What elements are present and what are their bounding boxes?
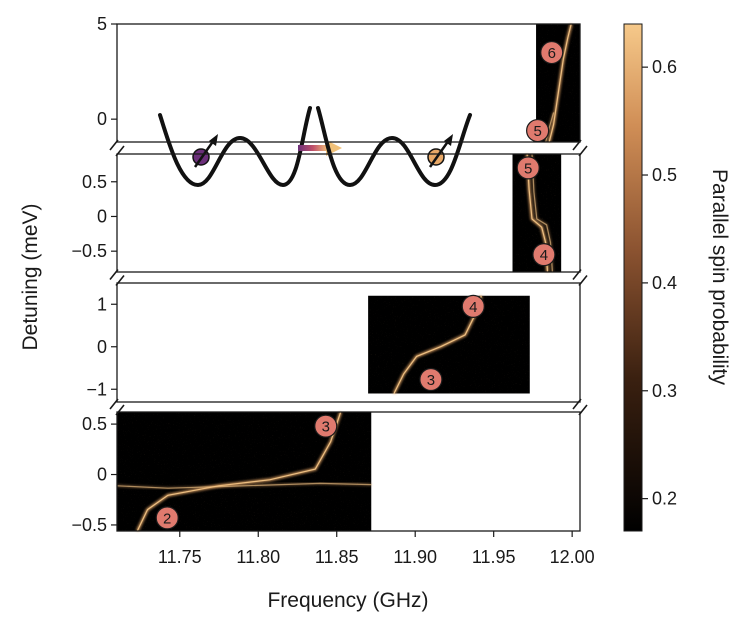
colorbar-tick-label: 0.4 [652,273,677,293]
y-tick-label-lower-middle: −1 [86,379,107,399]
right-double-well-curve [316,106,472,188]
y-tick-label-bottom: 0.5 [82,414,107,434]
y-tick-label-top: 5 [97,14,107,34]
y-tick-label-upper-middle: 0 [97,206,107,226]
resonance-core-bottom-0 [136,411,342,532]
x-tick-label: 12.00 [550,547,595,567]
y-tick-label-bottom: −0.5 [71,515,107,535]
double-well-inset [158,106,472,188]
axis-break-mark [109,398,125,416]
transition-label: 5 [524,160,532,177]
panel-frame-upper-middle [116,153,581,273]
panel-frame-top [116,23,581,143]
resonance-core-bottom-1 [116,482,372,489]
transition-badge-4 [461,294,485,318]
y-tick-label-top: 0 [97,109,107,129]
y-tick-label-lower-middle: 0 [97,337,107,357]
transition-badge-5 [516,156,540,180]
left-spin-arrow-head [209,134,218,146]
transition-label: 3 [427,372,435,389]
colorbar-gradient [623,23,643,532]
colorbar-tick-label: 0.5 [652,165,677,185]
axis-break-gap [116,404,118,410]
chart-panels [116,23,580,532]
colorbar-tick-label: 0.6 [652,57,677,77]
axis-break-mark [572,398,588,416]
axis-break-mark [109,139,125,157]
y-tick-label-lower-middle: 1 [97,294,107,314]
x-axis-title: Frequency (GHz) [267,589,428,612]
y-tick-label-upper-middle: 0.5 [82,172,107,192]
transition-badge-3 [314,414,338,438]
transition-badge-4 [532,243,556,267]
colorbar-tick-label: 0.3 [652,381,677,401]
transition-label: 2 [163,510,171,527]
colorbar-title: Parallel spin probability [708,169,731,385]
y-tick-label-upper-middle: −0.5 [71,241,107,261]
colorbar-tick-label: 0.2 [652,489,677,509]
panel-frame-lower-middle [116,282,581,403]
y-tick-label-bottom: 0 [97,465,107,485]
transition-badge-6 [540,40,564,65]
transition-label: 6 [548,45,556,62]
axis-break-gap [116,145,118,151]
x-tick-label: 11.90 [393,547,437,567]
x-tick-label: 11.75 [158,547,202,567]
transfer-arrow [298,145,328,151]
colorbar-ticks: 0.2 0.3 0.4 0.5 0.6 [642,57,677,509]
axis-break-mark [572,269,588,286]
panel-frame-bottom [116,411,581,532]
left-double-well-curve [158,106,312,188]
axis-break-mark [572,139,588,157]
heatmap-noise-lower-middle [368,295,530,394]
transition-badge-2 [155,506,179,530]
transition-label: 5 [533,123,541,140]
transition-label: 3 [322,419,330,436]
axes: 5 0 6 5 0.5 0 −0.5 5 4 1 0 −1 4 3 0.5 0 −0.5 3 2 11.75 11.80… [71,14,594,567]
x-tick-label: 11.80 [236,547,280,567]
axis-break-gap [116,274,118,281]
right-spin-arrow-head [444,134,453,146]
transition-label: 4 [469,299,477,316]
transition-badge-5 [526,118,550,143]
resonance-core-top-0 [548,23,572,143]
x-tick-label: 11.95 [472,547,516,567]
y-axis-title: Detuning (meV) [19,203,42,350]
transition-label: 4 [540,247,548,264]
transition-badge-3 [419,367,443,392]
x-tick-label: 11.85 [315,547,359,567]
colorbar: 0.2 0.3 0.4 0.5 0.6 Parallel spin probabilit… [623,23,731,532]
axis-break-mark [109,269,125,286]
